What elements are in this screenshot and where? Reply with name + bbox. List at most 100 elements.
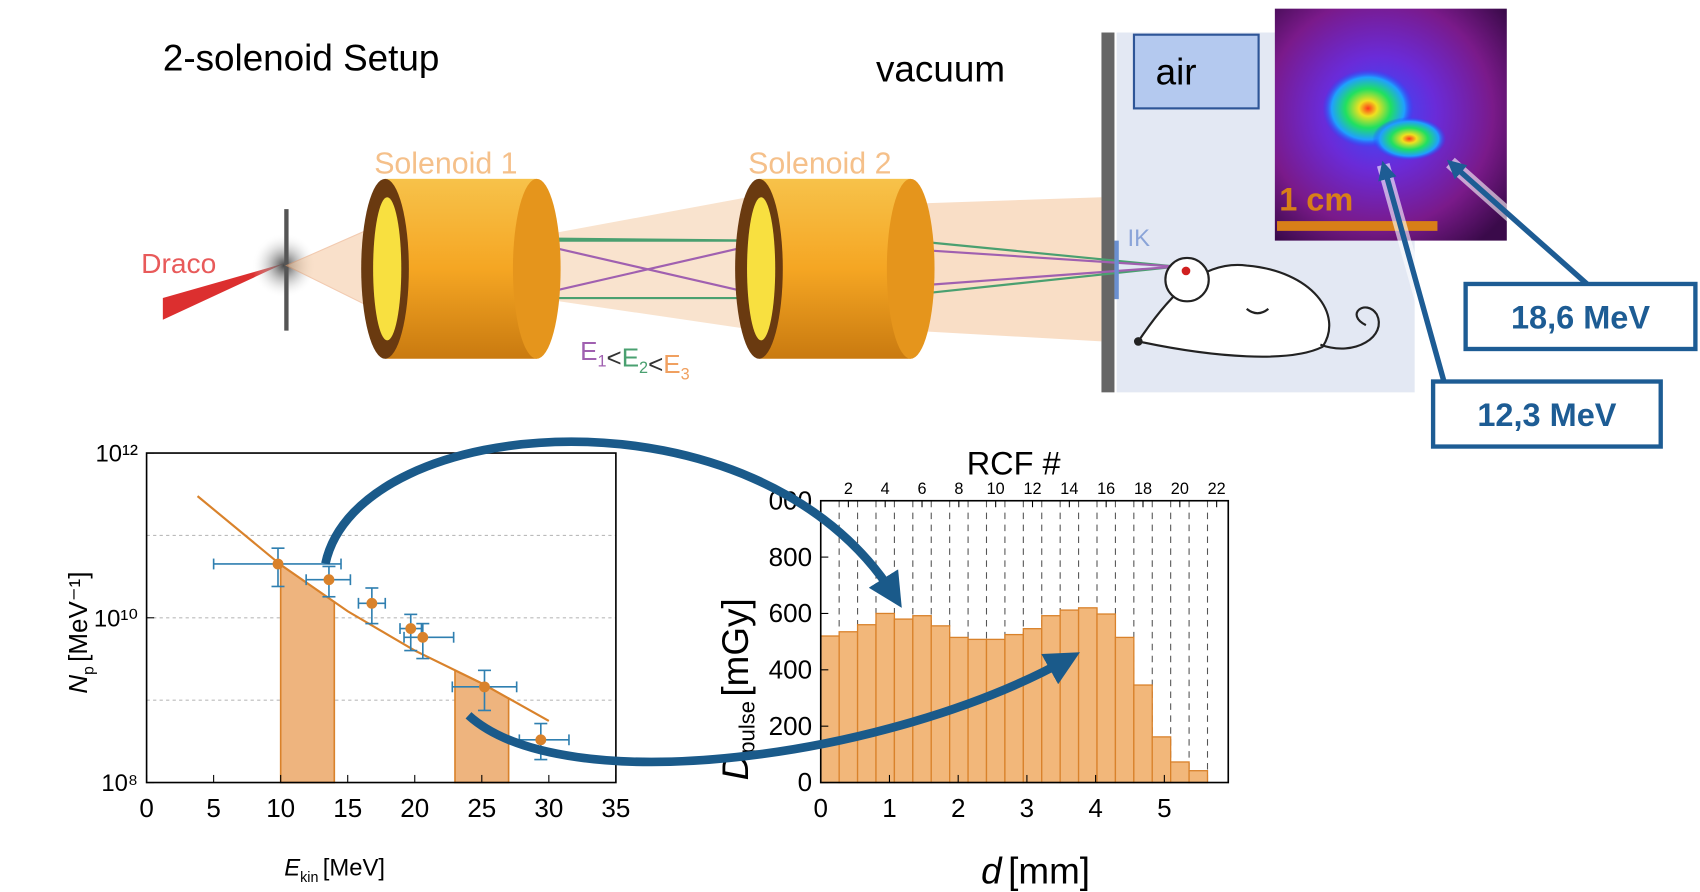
bar bbox=[1041, 615, 1061, 784]
scale-bar bbox=[1277, 221, 1438, 231]
energy-symbol: E bbox=[663, 349, 680, 379]
data-point bbox=[417, 631, 429, 643]
bar bbox=[875, 612, 896, 784]
top-tick-label: 18 bbox=[1134, 480, 1152, 498]
x-tick-label: 35 bbox=[601, 793, 630, 823]
air-label: air bbox=[1156, 52, 1197, 93]
x-axis-label: Ekin [MeV] bbox=[284, 855, 385, 887]
beam-purple bbox=[536, 242, 760, 296]
plot-frame bbox=[819, 499, 1230, 784]
separator: < bbox=[648, 349, 663, 379]
x-tick-label: 0 bbox=[814, 793, 828, 823]
y-tick-label: 600 bbox=[769, 598, 812, 628]
energy-symbol: E bbox=[580, 336, 597, 366]
bar bbox=[1188, 770, 1209, 784]
x-tick-label: 4 bbox=[1088, 793, 1102, 823]
axis-sub: p bbox=[80, 666, 97, 675]
y-tick-label: 200 bbox=[769, 711, 812, 741]
y-tick-label: 400 bbox=[769, 654, 812, 684]
bar bbox=[856, 624, 877, 784]
top-tick-label: 12 bbox=[1023, 480, 1041, 498]
x-tick-label: 2 bbox=[951, 793, 965, 823]
axis-sub: pulse bbox=[735, 701, 760, 754]
x-tick-label: 3 bbox=[1020, 793, 1034, 823]
energy-sub: 3 bbox=[681, 365, 690, 383]
beam-cone-3 bbox=[910, 197, 1102, 342]
axis-symbol: d bbox=[981, 850, 1003, 891]
data-point bbox=[479, 681, 490, 693]
callout-label: 18,6 MeV bbox=[1511, 299, 1650, 335]
scale-bar-label: 1 cm bbox=[1279, 181, 1353, 217]
callout-arrow bbox=[1446, 159, 1589, 286]
top-tick-label: 16 bbox=[1097, 480, 1115, 498]
y-axis-label: Np [MeV⁻¹] bbox=[63, 572, 98, 694]
bar bbox=[1151, 736, 1172, 784]
laser-label: Draco bbox=[141, 247, 216, 279]
data-point bbox=[323, 574, 335, 586]
top-tick-label: 4 bbox=[881, 480, 890, 498]
top-tick-label: 10 bbox=[987, 480, 1005, 498]
setup-title: 2-solenoid Setup bbox=[163, 37, 440, 78]
bar bbox=[985, 638, 1006, 784]
bar bbox=[1096, 613, 1117, 784]
solenoid-2 bbox=[735, 178, 935, 359]
profile-spot bbox=[1372, 117, 1447, 161]
laser-beam bbox=[162, 263, 285, 320]
x-tick-label: 1 bbox=[882, 793, 896, 823]
top-axis-label: RCF # bbox=[967, 446, 1061, 482]
callout-arrow bbox=[1378, 160, 1447, 383]
axis-symbol: E bbox=[284, 855, 301, 882]
separator: < bbox=[607, 342, 622, 372]
x-tick-label: 20 bbox=[400, 793, 429, 823]
bar bbox=[967, 638, 988, 784]
y-tick-label: 800 bbox=[769, 542, 812, 572]
y-tick-label: 10¹² bbox=[96, 441, 138, 468]
data-point bbox=[272, 558, 284, 570]
callout-label: 12,3 MeV bbox=[1477, 397, 1616, 433]
bar bbox=[820, 635, 840, 784]
top-tick-label: 14 bbox=[1060, 480, 1078, 498]
energy-order: E1<E2<E3 bbox=[580, 336, 690, 384]
solenoid-1 bbox=[361, 178, 561, 359]
bar bbox=[1022, 628, 1043, 784]
x-tick-label: 5 bbox=[206, 793, 220, 823]
axis-unit: [MeV] bbox=[323, 855, 385, 882]
energy-symbol: E bbox=[622, 342, 639, 372]
mouse bbox=[1133, 256, 1380, 358]
data-point bbox=[535, 734, 547, 746]
x-tick-label: 0 bbox=[139, 793, 153, 823]
bar bbox=[912, 615, 932, 784]
x-tick-label: 25 bbox=[467, 793, 496, 823]
callout-box bbox=[1430, 379, 1663, 449]
vacuum-label: vacuum bbox=[876, 48, 1005, 89]
top-tick-label: 6 bbox=[917, 480, 926, 498]
y-tick-label: 10⁸ bbox=[101, 770, 138, 797]
bar bbox=[930, 625, 951, 784]
x-tick-label: 30 bbox=[534, 793, 563, 823]
beam-purple bbox=[910, 248, 1177, 268]
bar bbox=[1077, 607, 1098, 784]
bar bbox=[1004, 633, 1024, 784]
bar bbox=[1059, 609, 1080, 784]
bar bbox=[1114, 636, 1135, 784]
bar bbox=[1170, 761, 1190, 784]
link-arrow bbox=[465, 652, 1080, 767]
data-point bbox=[366, 597, 378, 609]
link-arrow bbox=[321, 437, 902, 608]
window-wall bbox=[1101, 32, 1115, 393]
axis-sub: kin bbox=[300, 870, 318, 886]
axis-unit: [mGy] bbox=[715, 598, 756, 696]
top-tick-label: 2 bbox=[844, 480, 853, 498]
x-tick-label: 15 bbox=[333, 793, 362, 823]
callout-box bbox=[1463, 281, 1698, 352]
bar bbox=[838, 631, 859, 784]
y-tick-label: 10¹⁰ bbox=[94, 605, 138, 632]
x-tick-label: 5 bbox=[1157, 793, 1171, 823]
top-tick-label: 20 bbox=[1171, 480, 1189, 498]
axis-unit: [MeV⁻¹] bbox=[63, 572, 93, 662]
axis-symbol: N bbox=[63, 675, 93, 694]
beam-purple bbox=[910, 265, 1177, 288]
energy-sub: 1 bbox=[597, 352, 606, 370]
